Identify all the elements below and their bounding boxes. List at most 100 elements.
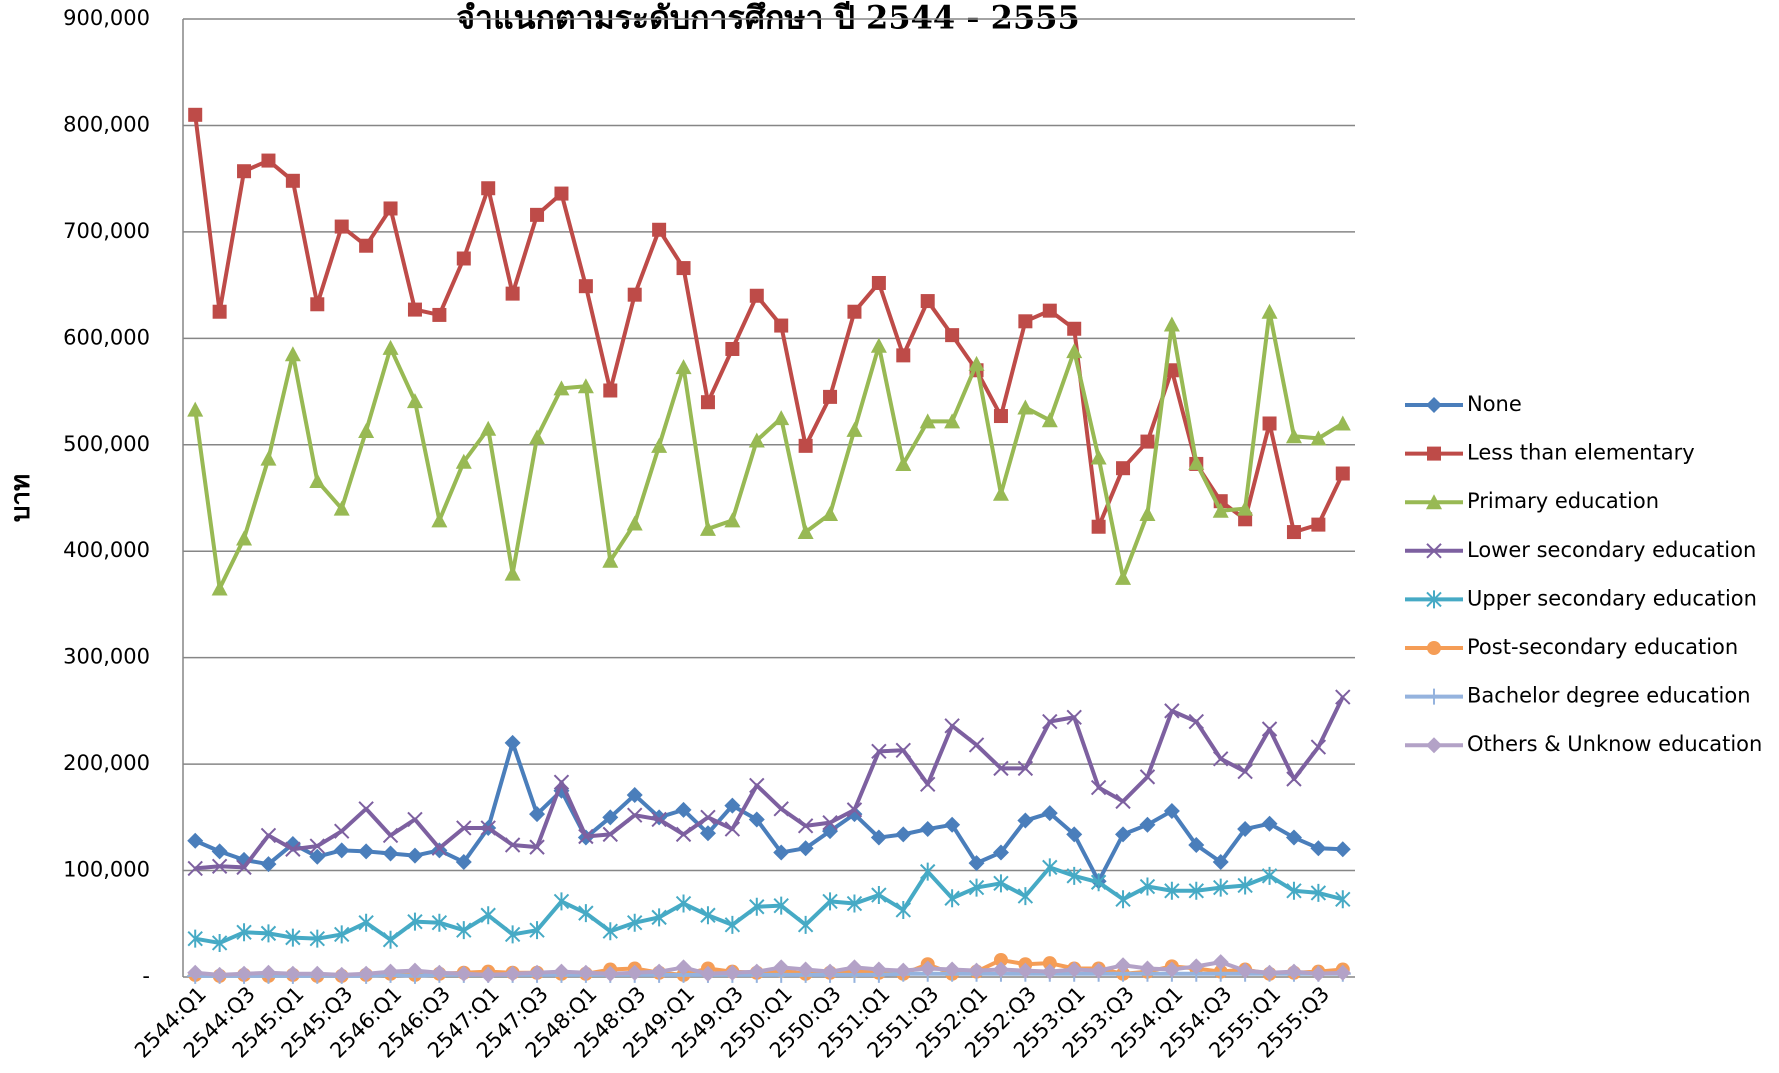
marker bbox=[773, 959, 790, 976]
marker bbox=[212, 304, 227, 319]
marker bbox=[1188, 454, 1205, 470]
y-axis-label: บาท bbox=[6, 474, 36, 522]
marker bbox=[1334, 841, 1351, 858]
marker bbox=[1164, 703, 1180, 719]
marker bbox=[358, 422, 375, 438]
marker bbox=[284, 965, 301, 982]
marker bbox=[920, 294, 935, 309]
marker bbox=[1261, 964, 1278, 981]
marker bbox=[406, 962, 423, 979]
marker bbox=[382, 827, 399, 844]
marker bbox=[1066, 343, 1083, 359]
legend-label: Bachelor degree education bbox=[1467, 684, 1751, 708]
marker bbox=[1285, 829, 1302, 846]
marker bbox=[724, 915, 741, 934]
marker bbox=[773, 410, 790, 426]
marker bbox=[334, 925, 350, 944]
marker bbox=[773, 801, 789, 817]
marker bbox=[1261, 303, 1278, 319]
marker bbox=[699, 825, 716, 842]
marker bbox=[676, 261, 691, 276]
marker bbox=[675, 894, 692, 913]
marker bbox=[406, 847, 423, 864]
marker bbox=[944, 889, 960, 908]
marker bbox=[968, 737, 985, 753]
marker bbox=[1066, 961, 1083, 978]
marker bbox=[431, 840, 448, 856]
marker bbox=[1261, 815, 1278, 832]
marker bbox=[1139, 505, 1156, 521]
marker bbox=[968, 855, 985, 872]
marker bbox=[1285, 428, 1302, 444]
marker bbox=[358, 913, 374, 932]
marker bbox=[1017, 399, 1034, 415]
marker bbox=[993, 409, 1008, 424]
marker bbox=[895, 742, 911, 758]
marker bbox=[1066, 709, 1082, 725]
marker bbox=[1066, 826, 1083, 843]
marker bbox=[1237, 763, 1253, 780]
marker bbox=[1163, 802, 1180, 819]
marker bbox=[846, 802, 863, 818]
marker bbox=[1213, 878, 1229, 897]
marker bbox=[382, 963, 399, 980]
marker bbox=[1090, 779, 1107, 796]
marker bbox=[823, 389, 838, 404]
marker bbox=[1115, 957, 1132, 974]
marker bbox=[870, 337, 887, 353]
marker bbox=[700, 809, 716, 826]
marker bbox=[1426, 397, 1442, 413]
marker bbox=[529, 839, 545, 855]
legend-label: Upper secondary education bbox=[1467, 586, 1757, 610]
marker bbox=[480, 906, 496, 925]
marker bbox=[1067, 321, 1082, 336]
marker bbox=[382, 339, 399, 355]
marker bbox=[1163, 316, 1180, 332]
marker bbox=[870, 961, 887, 978]
marker bbox=[748, 811, 765, 828]
marker bbox=[651, 811, 667, 828]
marker bbox=[944, 413, 961, 429]
marker bbox=[749, 288, 764, 303]
marker bbox=[627, 287, 642, 302]
marker bbox=[407, 811, 423, 828]
marker bbox=[577, 964, 594, 981]
marker bbox=[260, 827, 277, 844]
marker bbox=[1018, 314, 1033, 329]
marker bbox=[260, 964, 277, 981]
marker bbox=[481, 181, 496, 196]
marker bbox=[455, 453, 472, 469]
marker bbox=[1238, 512, 1253, 527]
marker bbox=[602, 809, 619, 826]
marker bbox=[847, 304, 862, 319]
marker bbox=[1335, 890, 1351, 909]
marker bbox=[920, 776, 936, 793]
marker bbox=[725, 341, 740, 356]
marker bbox=[724, 512, 741, 528]
marker bbox=[675, 826, 692, 843]
marker bbox=[993, 952, 1008, 967]
marker bbox=[431, 913, 448, 932]
marker bbox=[627, 913, 643, 932]
marker bbox=[724, 964, 741, 981]
marker bbox=[944, 961, 961, 978]
marker bbox=[1334, 964, 1351, 981]
marker bbox=[871, 275, 886, 290]
marker bbox=[529, 921, 545, 940]
marker bbox=[1212, 854, 1229, 871]
marker bbox=[1237, 500, 1254, 516]
marker bbox=[1310, 430, 1327, 446]
marker bbox=[699, 965, 716, 982]
marker bbox=[920, 862, 936, 881]
marker bbox=[1237, 876, 1253, 895]
marker bbox=[1334, 415, 1351, 431]
marker bbox=[626, 786, 643, 803]
marker bbox=[1042, 713, 1058, 730]
marker bbox=[1017, 887, 1034, 906]
marker bbox=[1310, 883, 1327, 902]
marker bbox=[1212, 954, 1229, 971]
marker bbox=[406, 393, 423, 409]
marker bbox=[871, 743, 887, 760]
marker bbox=[797, 524, 814, 540]
marker bbox=[309, 472, 326, 488]
